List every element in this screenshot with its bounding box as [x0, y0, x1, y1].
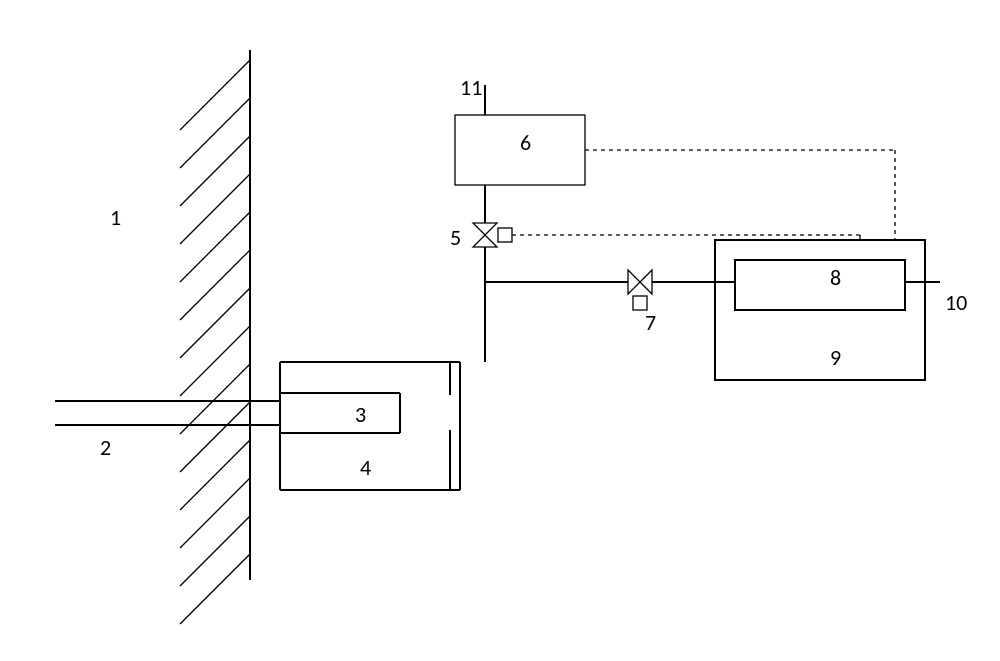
- label-10: 10: [945, 289, 967, 316]
- label-5: 5: [450, 224, 461, 251]
- label-9: 9: [830, 344, 841, 371]
- label-3: 3: [355, 401, 366, 428]
- valve-7: [628, 270, 652, 310]
- label-6: 6: [520, 129, 531, 156]
- schematic-diagram: 1 2 3 4 5 6 7 8 9 10 11: [0, 0, 1000, 661]
- label-1: 1: [110, 204, 121, 231]
- label-4: 4: [360, 454, 371, 481]
- cylinder-block: [55, 362, 460, 490]
- valves: [473, 223, 652, 310]
- label-8: 8: [830, 264, 841, 291]
- label-11: 11: [460, 74, 482, 101]
- valve-5: [473, 223, 512, 247]
- label-2: 2: [100, 434, 111, 461]
- wall-hatching: [180, 50, 250, 624]
- label-7: 7: [645, 309, 656, 336]
